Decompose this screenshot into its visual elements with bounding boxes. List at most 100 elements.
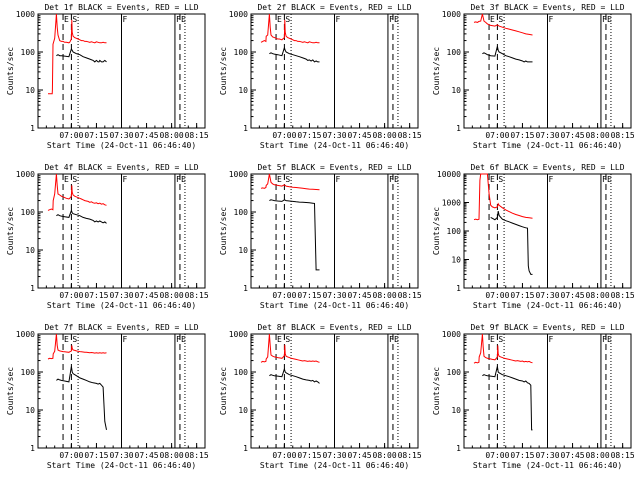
x-tick-label: 07:00: [485, 291, 509, 300]
series-line-events: [56, 208, 107, 224]
flare-marker-label: S: [285, 15, 290, 24]
x-tick-label: 08:00: [373, 291, 397, 300]
series-line-lld: [260, 333, 320, 363]
series-line-events: [269, 45, 320, 63]
y-tick-label: 1000: [16, 170, 35, 179]
flare-marker-label: S: [498, 175, 503, 184]
y-tick-label: 1: [456, 284, 461, 293]
flare-marker-label: F: [602, 335, 607, 344]
y-tick-label: 10: [25, 406, 35, 415]
x-tick-label: 08:00: [586, 291, 610, 300]
x-tick-label: 07:15: [84, 291, 108, 300]
flare-marker-label: F: [123, 175, 128, 184]
flare-marker-label: F: [336, 175, 341, 184]
flare-marker-label: E: [607, 175, 612, 184]
y-axis-label: Counts/sec: [6, 47, 15, 95]
y-axis-label: Counts/sec: [432, 367, 441, 415]
x-tick-label: 07:15: [510, 291, 534, 300]
x-tick-label: 07:00: [485, 451, 509, 460]
x-tick-label: 07:30: [535, 131, 559, 140]
flare-marker-label: E: [607, 15, 612, 24]
x-tick-label: 08:00: [586, 131, 610, 140]
y-tick-label: 1000: [442, 199, 461, 208]
x-tick-label: 08:00: [160, 451, 184, 460]
flare-marker-label: F: [602, 15, 607, 24]
flare-marker-label: S: [498, 15, 503, 24]
y-axis-label: Counts/sec: [432, 47, 441, 95]
x-tick-label: 07:15: [297, 291, 321, 300]
flare-marker-label: F: [549, 15, 554, 24]
x-axis-label: Start Time (24-Oct-11 06:46:40): [260, 461, 409, 470]
flare-marker-label: E: [181, 15, 186, 24]
y-tick-label: 100: [447, 368, 462, 377]
flare-marker-label: E: [64, 15, 69, 24]
x-tick-label: 07:45: [348, 451, 372, 460]
y-tick-label: 10: [238, 246, 248, 255]
y-tick-label: 100: [21, 368, 36, 377]
x-axis-label: Start Time (24-Oct-11 06:46:40): [47, 301, 196, 310]
y-tick-label: 100: [234, 208, 249, 217]
flare-marker-label: E: [64, 175, 69, 184]
x-tick-label: 07:30: [322, 291, 346, 300]
x-tick-label: 08:15: [185, 291, 209, 300]
flare-marker-label: E: [607, 335, 612, 344]
x-tick-label: 07:15: [510, 131, 534, 140]
y-tick-label: 1: [243, 284, 248, 293]
x-tick-label: 08:00: [586, 451, 610, 460]
y-tick-label: 100: [21, 208, 36, 217]
x-tick-label: 07:15: [297, 451, 321, 460]
y-tick-label: 1: [243, 444, 248, 453]
y-tick-label: 1000: [229, 170, 248, 179]
y-axis-label: Counts/sec: [219, 367, 228, 415]
flare-marker-label: F: [176, 335, 181, 344]
series-line-events: [490, 210, 533, 275]
panel-title: Det 4f BLACK = Events, RED = LLD: [44, 163, 198, 172]
detector-panel-2: Det 2f BLACK = Events, RED = LLD 1 10 100 10…: [219, 3, 422, 150]
x-tick-label: 08:15: [185, 131, 209, 140]
flare-marker-label: F: [176, 175, 181, 184]
series-line-lld: [473, 173, 533, 221]
y-axis-label: Counts/sec: [6, 207, 15, 255]
y-tick-label: 1000: [16, 10, 35, 19]
flare-marker-label: F: [389, 15, 394, 24]
y-tick-label: 10: [25, 86, 35, 95]
x-tick-label: 07:15: [84, 131, 108, 140]
x-tick-label: 07:15: [84, 451, 108, 460]
y-tick-label: 1000: [229, 10, 248, 19]
x-axis-label: Start Time (24-Oct-11 06:46:40): [473, 141, 622, 150]
x-tick-label: 08:00: [373, 131, 397, 140]
y-tick-label: 1000: [442, 330, 461, 339]
detector-panel-6: Det 6f BLACK = Events, RED = LLD 1 10 100 10…: [432, 163, 635, 310]
detector-panel-5: Det 5f BLACK = Events, RED = LLD 1 10 100 10…: [219, 163, 422, 310]
flare-marker-label: S: [72, 15, 77, 24]
series-line-lld: [260, 13, 320, 44]
flare-marker-label: S: [72, 175, 77, 184]
y-tick-label: 10: [451, 256, 461, 265]
y-tick-label: 1: [243, 124, 248, 133]
panel-title: Det 9f BLACK = Events, RED = LLD: [470, 323, 624, 332]
series-line-events: [56, 366, 107, 430]
flare-marker-label: F: [389, 175, 394, 184]
detector-panel-8: Det 8f BLACK = Events, RED = LLD 1 10 100 10…: [219, 323, 422, 470]
y-tick-label: 1000: [16, 330, 35, 339]
flare-marker-label: E: [277, 335, 282, 344]
y-tick-label: 1: [30, 284, 35, 293]
y-tick-label: 10: [25, 246, 35, 255]
x-tick-label: 07:45: [561, 131, 585, 140]
flare-marker-label: F: [549, 175, 554, 184]
x-tick-label: 08:15: [398, 291, 422, 300]
flare-marker-label: F: [602, 175, 607, 184]
flare-marker-label: F: [123, 335, 128, 344]
y-tick-label: 100: [447, 48, 462, 57]
series-line-events: [269, 199, 320, 271]
x-tick-label: 07:45: [135, 131, 159, 140]
detector-panel-1: Det 1f BLACK = Events, RED = LLD 1 10 100 10…: [6, 3, 209, 150]
x-axis-label: Start Time (24-Oct-11 06:46:40): [473, 301, 622, 310]
flare-marker-label: E: [394, 175, 399, 184]
flare-marker-label: F: [389, 335, 394, 344]
series-line-lld: [473, 333, 533, 364]
y-tick-label: 10: [238, 86, 248, 95]
panel-title: Det 5f BLACK = Events, RED = LLD: [257, 163, 411, 172]
y-axis-label: Counts/sec: [219, 207, 228, 255]
